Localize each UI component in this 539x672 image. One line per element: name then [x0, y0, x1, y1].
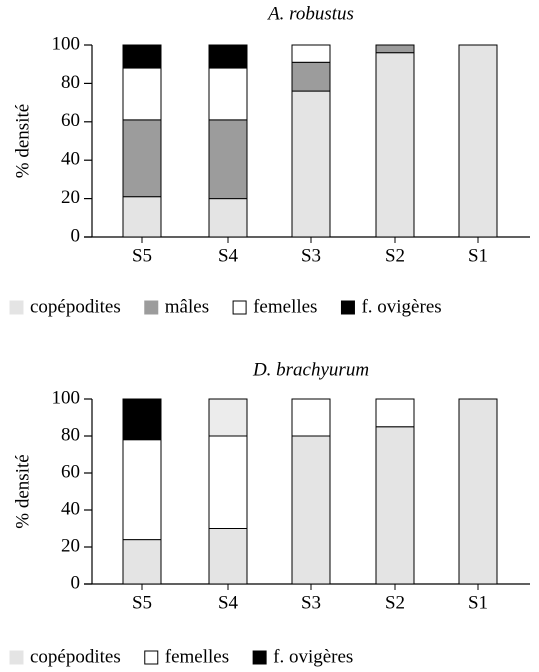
- y-tick-label: 40: [61, 498, 80, 519]
- x-tick-label: S4: [218, 245, 239, 266]
- bar-segment: [458, 44, 498, 238]
- y-tick-label: 0: [71, 225, 81, 246]
- x-tick-label: S1: [468, 592, 488, 613]
- legend-swatch: [144, 650, 159, 665]
- bar-segment: [208, 435, 248, 529]
- bar-segment: [122, 398, 162, 441]
- y-tick-label: 20: [61, 535, 80, 556]
- bar-segment: [375, 52, 415, 238]
- legend-swatch: [340, 300, 355, 315]
- bar-segment: [122, 196, 162, 238]
- x-tick-label: S2: [385, 245, 405, 266]
- legend-label: copépodites: [30, 296, 121, 317]
- bar-segment: [291, 61, 331, 92]
- y-tick-label: 100: [52, 33, 81, 54]
- x-tick-label: S2: [385, 592, 405, 613]
- chart-title: D. brachyurum: [252, 359, 369, 380]
- bar-segment: [122, 439, 162, 541]
- bar-segment: [291, 435, 331, 585]
- y-tick-label: 20: [61, 187, 80, 208]
- bar-segment: [208, 528, 248, 585]
- bar-segment: [122, 539, 162, 585]
- bar-segment: [458, 398, 498, 585]
- legend-label: femelles: [253, 296, 317, 317]
- bar-segment: [208, 67, 248, 121]
- legend-label: f. ovigères: [273, 646, 353, 667]
- chart-title: A. robustus: [266, 3, 354, 24]
- y-axis-label: % densité: [12, 454, 33, 528]
- bar-segment: [291, 398, 331, 437]
- y-tick-label: 100: [52, 387, 81, 408]
- bar-segment: [122, 67, 162, 121]
- bar-segment: [208, 398, 248, 437]
- bar-segment: [122, 44, 162, 69]
- legend-swatch: [252, 650, 267, 665]
- legend-label: copépodites: [30, 646, 121, 667]
- y-tick-label: 60: [61, 461, 80, 482]
- bar-segment: [208, 198, 248, 238]
- legend-swatch: [9, 300, 24, 315]
- legend-label: femelles: [165, 646, 229, 667]
- x-tick-label: S3: [301, 592, 321, 613]
- bar-segment: [291, 90, 331, 238]
- y-tick-label: 60: [61, 110, 80, 131]
- bar-segment: [375, 426, 415, 585]
- x-tick-label: S5: [132, 592, 152, 613]
- x-tick-label: S4: [218, 592, 239, 613]
- y-tick-label: 0: [71, 572, 81, 593]
- legend-swatch: [232, 300, 247, 315]
- bar-segment: [208, 119, 248, 200]
- x-tick-label: S1: [468, 245, 488, 266]
- y-tick-label: 80: [61, 72, 80, 93]
- x-tick-label: S3: [301, 245, 321, 266]
- legend-swatch: [9, 650, 24, 665]
- y-tick-label: 80: [61, 424, 80, 445]
- y-tick-label: 40: [61, 149, 80, 170]
- bar-segment: [122, 119, 162, 198]
- bar-segment: [375, 398, 415, 428]
- x-tick-label: S5: [132, 245, 152, 266]
- bar-segment: [291, 44, 331, 63]
- legend-label: mâles: [165, 296, 209, 317]
- y-axis-label: % densité: [12, 104, 33, 178]
- legend-label: f. ovigères: [361, 296, 441, 317]
- bar-segment: [375, 44, 415, 54]
- legend-swatch: [144, 300, 159, 315]
- bar-segment: [208, 44, 248, 69]
